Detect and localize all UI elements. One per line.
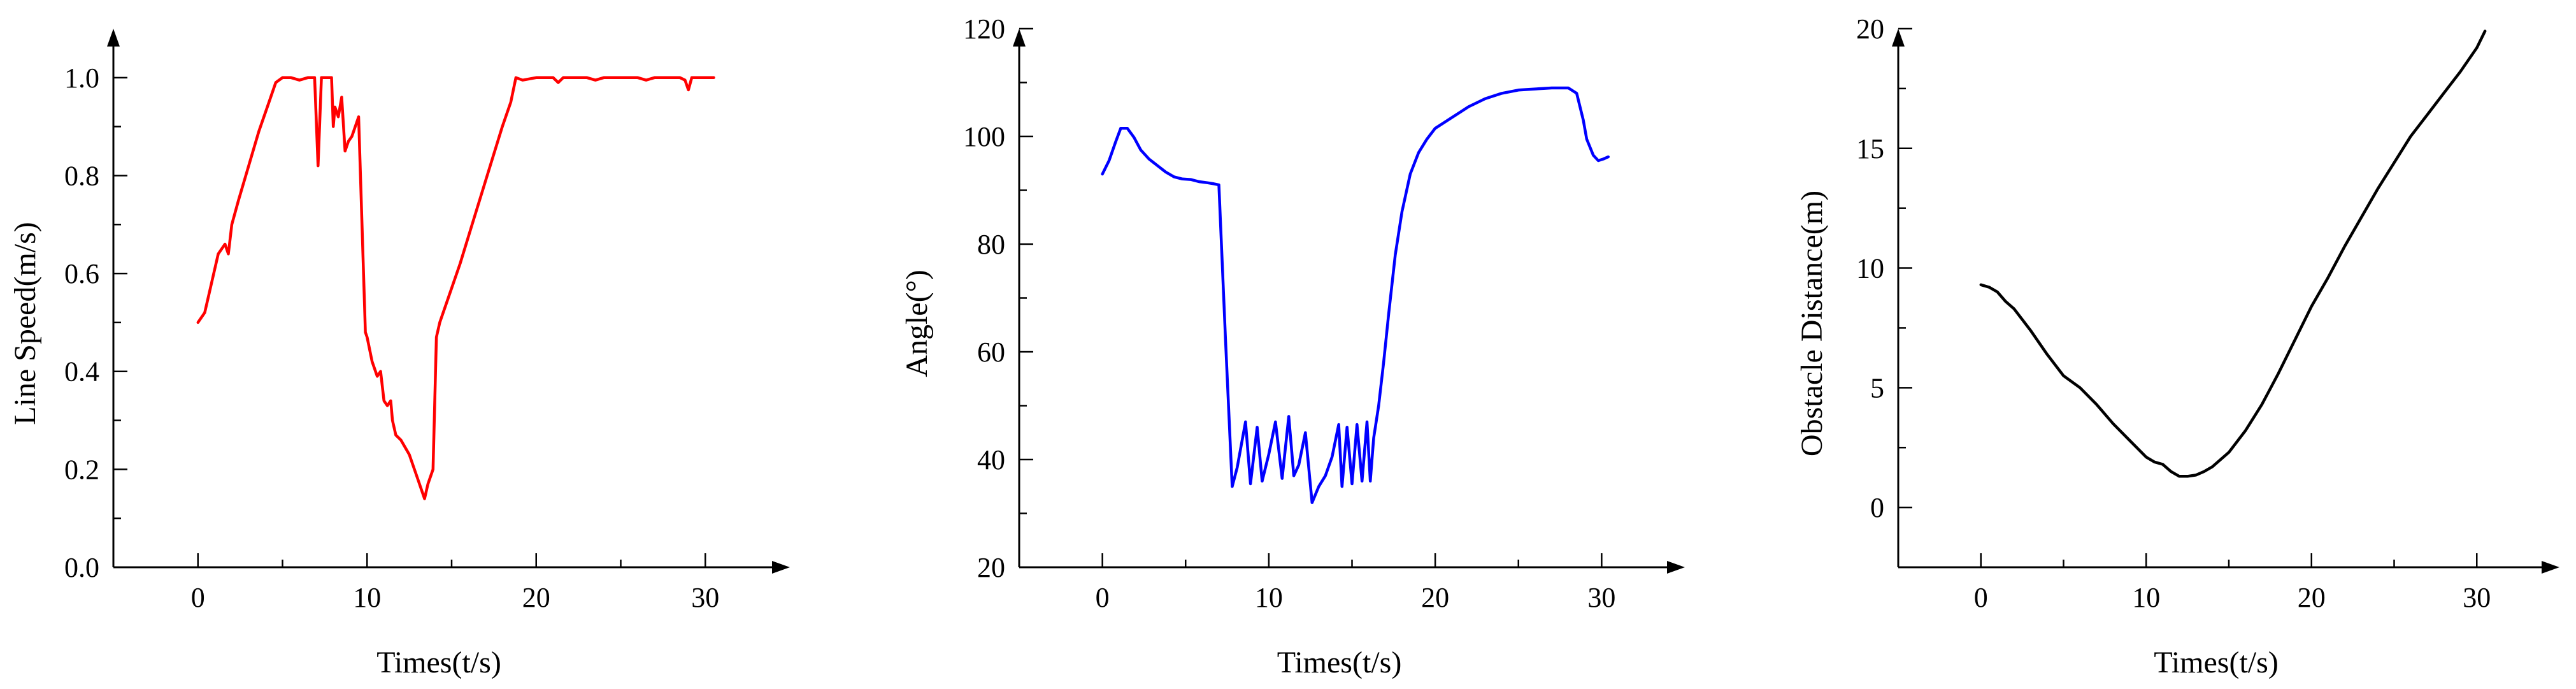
x-tick-label: 30 <box>2463 582 2491 613</box>
y-tick-label: 0 <box>1870 492 1884 523</box>
x-tick-label: 20 <box>1421 582 1449 613</box>
y-tick-label: 20 <box>977 552 1005 583</box>
y-axis-arrow-icon <box>1013 29 1026 47</box>
y-tick-label: 0.6 <box>64 258 99 289</box>
y-tick-label: 0.4 <box>64 356 99 388</box>
x-tick-label: 10 <box>2132 582 2160 613</box>
y-tick-label: 0.8 <box>64 160 99 191</box>
angle-panel: 0 10 20 30 20 40 60 80 100 120 Times(t/s) Angle(°) <box>900 13 1685 679</box>
line-speed-series-line <box>196 76 715 500</box>
x-axis-arrow-icon <box>1667 561 1685 574</box>
y-tick-label: 60 <box>977 337 1005 368</box>
y-tick-label: 10 <box>1856 253 1884 284</box>
obstacle-distance-series-line <box>1979 29 2487 478</box>
x-tick-label: 0 <box>1974 582 1988 613</box>
x-axis-arrow-icon <box>2542 561 2559 574</box>
obstacle-distance-panel: 0 10 20 30 0 5 10 15 20 Times(t/s) Obstacle Distan… <box>1795 13 2559 679</box>
y-tick-label: 5 <box>1870 372 1884 403</box>
y-axis-title: Angle(°) <box>900 270 934 377</box>
y-tick-label: 0.0 <box>64 552 99 583</box>
x-tick-label: 0 <box>1096 582 1110 613</box>
x-axis-title: Times(t/s) <box>1277 646 1402 679</box>
x-axis-arrow-icon <box>772 561 790 574</box>
y-tick-label: 0.2 <box>64 454 99 485</box>
x-axis-title: Times(t/s) <box>376 646 501 679</box>
x-tick-label: 0 <box>191 582 205 613</box>
x-tick-label: 20 <box>522 582 550 613</box>
y-tick-label: 1.0 <box>64 62 99 94</box>
x-tick-label: 20 <box>2298 582 2326 613</box>
y-tick-label: 40 <box>977 444 1005 475</box>
y-axis-arrow-icon <box>1892 29 1905 47</box>
y-tick-label: 20 <box>1856 13 1884 45</box>
y-tick-label: 120 <box>963 13 1005 45</box>
x-tick-label: 10 <box>353 582 381 613</box>
y-tick-label: 100 <box>963 121 1005 152</box>
y-axis-arrow-icon <box>107 29 120 47</box>
angle-series-line <box>1101 86 1610 504</box>
line-speed-panel: 0 10 20 30 0.0 0.2 0.4 0.6 0.8 1.0 Times(t/s) Line … <box>8 29 790 679</box>
x-tick-label: 30 <box>1587 582 1615 613</box>
y-axis-title: Obstacle Distance(m) <box>1795 191 1829 456</box>
y-tick-label: 15 <box>1856 133 1884 164</box>
y-tick-label: 80 <box>977 229 1005 260</box>
x-axis-title: Times(t/s) <box>2154 646 2279 679</box>
x-tick-label: 10 <box>1255 582 1283 613</box>
x-tick-label: 30 <box>691 582 719 613</box>
y-axis-title: Line Speed(m/s) <box>8 222 42 425</box>
